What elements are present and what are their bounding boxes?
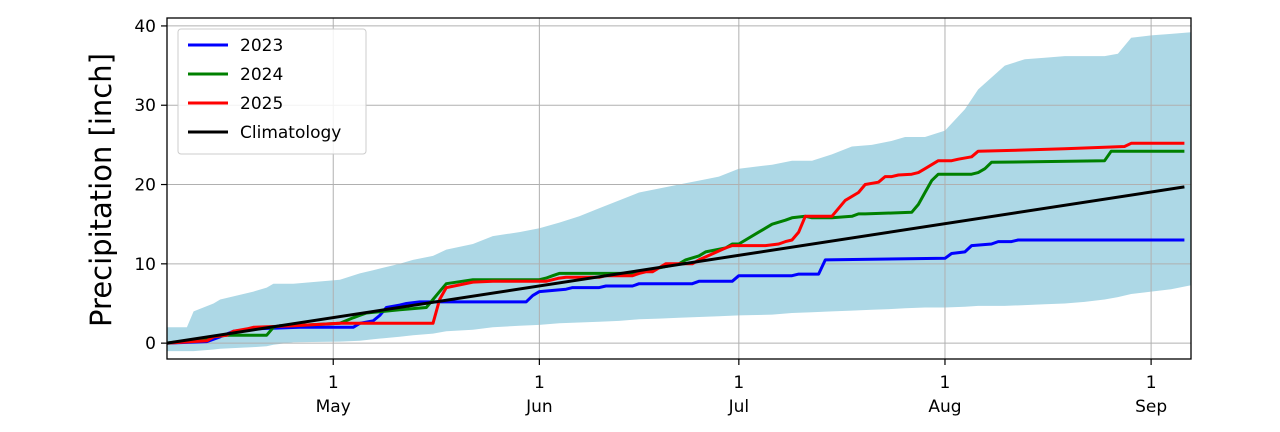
x-tick-month-label: Sep (1135, 397, 1167, 417)
y-tick-label: 10 (134, 255, 156, 275)
y-tick-label: 0 (145, 334, 156, 354)
range-band (167, 32, 1191, 352)
x-tick-day-label: 1 (733, 373, 744, 393)
y-tick-label: 40 (134, 17, 156, 37)
legend-label: 2024 (240, 65, 283, 85)
legend-box (177, 28, 367, 155)
legend: 2023 2024 2025 Climatology (177, 28, 367, 155)
x-tick-day-label: 1 (940, 373, 951, 393)
series-line-2024 (166, 149, 1185, 345)
x-tick-month-label: Jul (728, 397, 750, 417)
y-tick-label: 30 (134, 96, 156, 116)
legend-label: 2025 (240, 94, 283, 114)
x-tick-month-label: Jun (525, 397, 553, 417)
plot-frame (166, 17, 1192, 360)
legend-label: Climatology (240, 123, 341, 143)
x-tick-day-label: 1 (534, 373, 545, 393)
series-line-2025 (166, 141, 1185, 345)
x-tick-day-label: 1 (328, 373, 339, 393)
axis-ticks: 0 10 20 30 40 1 May 1 Jun 1 Jul 1 Aug 1 Sep (134, 17, 1167, 417)
y-axis-title: Precipitation [inch] (84, 53, 118, 327)
x-tick-month-label: Aug (928, 397, 961, 417)
x-tick-month-label: May (316, 397, 351, 417)
x-tick-day-label: 1 (1146, 373, 1157, 393)
y-tick-label: 20 (134, 176, 156, 196)
series-line-climatology (166, 185, 1185, 345)
legend-label: 2023 (240, 36, 283, 56)
range-band-area (167, 32, 1191, 352)
series-lines (166, 141, 1185, 345)
